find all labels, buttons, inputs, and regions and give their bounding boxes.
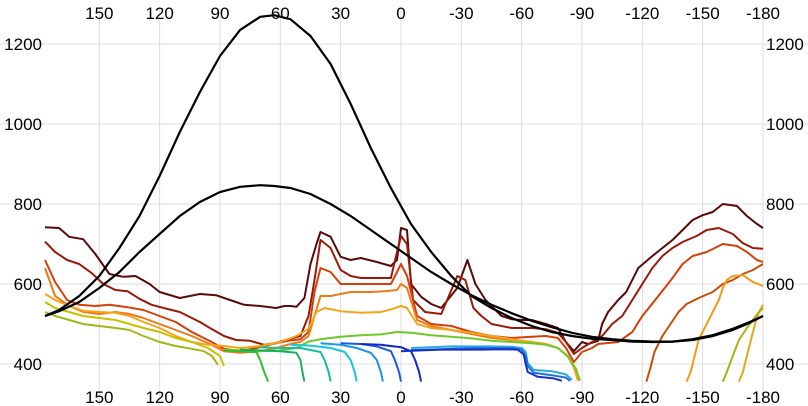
series-line-19 — [685, 274, 764, 382]
series-line-1 — [44, 227, 764, 355]
y-tick-label-left: 1200 — [4, 35, 42, 54]
model-curve-0 — [44, 14, 764, 344]
x-tick-label-top: -60 — [509, 4, 534, 23]
x-tick-label-top: -90 — [570, 4, 595, 23]
x-tick-label-bottom: 0 — [396, 388, 405, 406]
series-line-6 — [44, 311, 219, 366]
x-tick-label-bottom: -30 — [449, 388, 474, 406]
x-tick-label-bottom: -180 — [746, 388, 780, 406]
x-tick-label-bottom: -90 — [570, 388, 595, 406]
series-line-21 — [721, 307, 764, 382]
y-tick-label-left: 600 — [14, 275, 42, 294]
series-line-0 — [44, 203, 764, 353]
x-tick-label-top: 60 — [271, 4, 290, 23]
y-tick-label-right: 1000 — [766, 115, 804, 134]
x-tick-label-top: 120 — [145, 4, 173, 23]
series-line-9 — [240, 348, 306, 382]
series-line-12 — [320, 342, 384, 382]
series-line-2 — [44, 243, 764, 363]
series-line-17 — [400, 348, 563, 382]
x-tick-label-bottom: 30 — [331, 388, 350, 406]
y-tick-label-left: 1000 — [4, 115, 42, 134]
series-line-10 — [260, 346, 332, 382]
x-tick-label-top: 0 — [396, 4, 405, 23]
x-tick-label-bottom: 150 — [85, 388, 113, 406]
series-line-3 — [44, 267, 579, 381]
y-tick-label-right: 400 — [766, 355, 794, 374]
x-tick-label-bottom: 120 — [145, 388, 173, 406]
series-line-8 — [223, 349, 270, 382]
y-tick-label-right: 800 — [766, 195, 794, 214]
x-tick-label-top: 90 — [211, 4, 230, 23]
series-line-4 — [44, 293, 579, 382]
x-tick-label-bottom: 90 — [211, 388, 230, 406]
series-line-11 — [290, 343, 358, 382]
y-tick-label-left: 800 — [14, 195, 42, 214]
series-line-5 — [44, 301, 225, 367]
x-tick-label-bottom: -60 — [509, 388, 534, 406]
gridlines — [0, 8, 808, 406]
y-tick-label-right: 600 — [766, 275, 794, 294]
x-tick-label-bottom: -120 — [625, 388, 659, 406]
x-tick-label-bottom: 60 — [271, 388, 290, 406]
y-tick-label-right: 1200 — [766, 35, 804, 54]
data-series — [44, 203, 764, 382]
x-tick-label-top: -120 — [625, 4, 659, 23]
series-line-15 — [410, 345, 573, 381]
model-curves — [44, 14, 764, 344]
series-line-13 — [340, 342, 402, 382]
x-tick-label-top: -30 — [449, 4, 474, 23]
series-line-20 — [737, 304, 764, 382]
x-tick-label-top: -150 — [686, 4, 720, 23]
x-tick-label-top: 150 — [85, 4, 113, 23]
x-tick-label-bottom: -150 — [686, 388, 720, 406]
x-tick-label-top: -180 — [746, 4, 780, 23]
y-tick-label-left: 400 — [14, 355, 42, 374]
tick-labels: 150 150 120 120 90 90 60 60 30 30 0 0 -30 -30 -60 -60 -9… — [4, 4, 804, 406]
model-curve-1 — [44, 184, 764, 343]
x-tick-label-top: 30 — [331, 4, 350, 23]
